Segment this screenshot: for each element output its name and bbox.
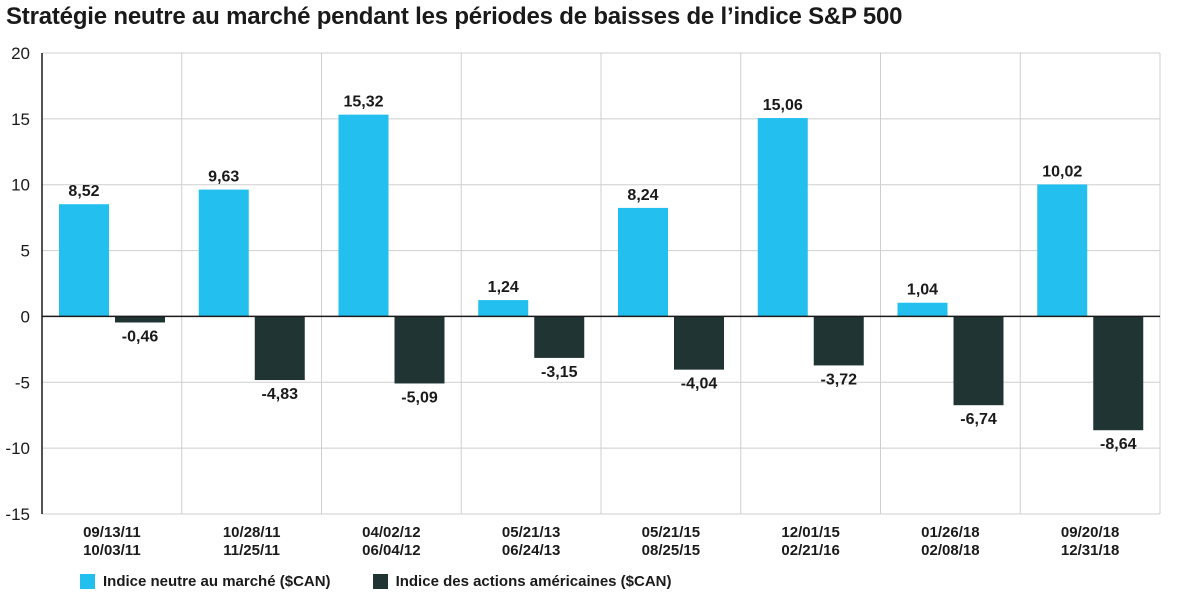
x-tick-label: 02/08/18 [921,542,979,559]
x-tick-label: 04/02/12 [362,524,420,541]
bar-market-neutral [1037,184,1088,317]
bar-us-equities [1093,316,1144,431]
gridlines [42,52,1161,515]
legend-item-market-neutral: Indice neutre au marché ($CAN) [80,573,331,590]
y-tick-label: -5 [15,373,30,392]
y-tick-label: 10 [11,176,30,195]
data-label: -4,04 [681,376,718,393]
legend: Indice neutre au marché ($CAN) Indice de… [80,573,714,590]
x-tick-label: 11/25/11 [223,542,280,559]
legend-item-us-equities: Indice des actions américaines ($CAN) [372,573,672,590]
x-tick-label: 10/28/11 [223,524,281,541]
bar-us-equities [115,316,165,323]
x-tick-label: 09/13/11 [83,524,141,541]
data-labels: 8,52 9,63 15,32 1,24 8,24 15,06 1,04 10,02 -0,46… [68,94,1136,454]
data-label: -3,72 [821,371,858,388]
x-tick-label: 06/04/12 [362,542,420,559]
data-label: 10,02 [1042,163,1082,180]
x-tick-label: 06/24/13 [502,542,560,559]
legend-swatch-us-equities [372,574,388,589]
chart-title: Stratégie neutre au marché pendant les p… [6,3,903,30]
bar-market-neutral [478,300,529,317]
data-label: -3,15 [541,364,578,381]
bar-us-equities [953,316,1004,406]
x-tick-label: 12/01/15 [781,524,839,541]
legend-label-market-neutral: Indice neutre au marché ($CAN) [103,573,331,590]
bar-market-neutral [59,204,109,317]
bar-us-equities [254,316,305,381]
y-tick-label: -10 [5,439,30,458]
x-tick-label: 01/26/18 [921,524,979,541]
data-label: 15,06 [763,97,803,114]
x-tick-label: 05/21/15 [642,524,700,541]
bar-us-equities [674,316,724,370]
bar-market-neutral [897,302,948,317]
bar-market-neutral [618,207,668,317]
y-tick-label: -15 [5,505,30,524]
axes [41,53,1160,514]
data-label: -0,46 [122,328,159,345]
data-label: 1,24 [488,279,519,296]
bar-us-equities [394,316,445,384]
x-tick-label: 12/31/18 [1061,542,1119,559]
y-tick-label: 15 [11,110,30,129]
data-label: -5,09 [401,389,438,406]
legend-label-us-equities: Indice des actions américaines ($CAN) [395,573,672,590]
y-tick-label: 5 [21,242,30,261]
bar-market-neutral [338,114,389,317]
data-label: 1,04 [907,282,938,299]
x-tick-label: 02/21/16 [781,542,839,559]
data-label: 8,24 [627,187,658,204]
bar-us-equities [813,316,864,366]
y-tick-label: 0 [21,307,30,326]
data-label: -8,64 [1100,436,1137,453]
data-label: 15,32 [343,94,383,111]
data-label: 9,63 [208,169,239,186]
y-tick-label: 20 [11,44,30,63]
bars [59,114,1144,431]
data-label: 8,52 [68,183,99,200]
x-tick-label: 08/25/15 [642,542,700,559]
data-label: -4,83 [262,386,299,403]
bar-market-neutral [198,189,249,317]
bar-market-neutral [757,118,808,317]
legend-swatch-market-neutral [80,574,95,589]
x-tick-label: 10/03/11 [83,542,141,559]
x-tick-label: 09/20/18 [1061,524,1119,541]
x-tick-label: 05/21/13 [502,524,560,541]
y-axis-ticks: 20 15 10 5 0 -5 -10 -15 [5,44,30,524]
bar-us-equities [534,316,585,358]
data-label: -6,74 [960,411,997,428]
